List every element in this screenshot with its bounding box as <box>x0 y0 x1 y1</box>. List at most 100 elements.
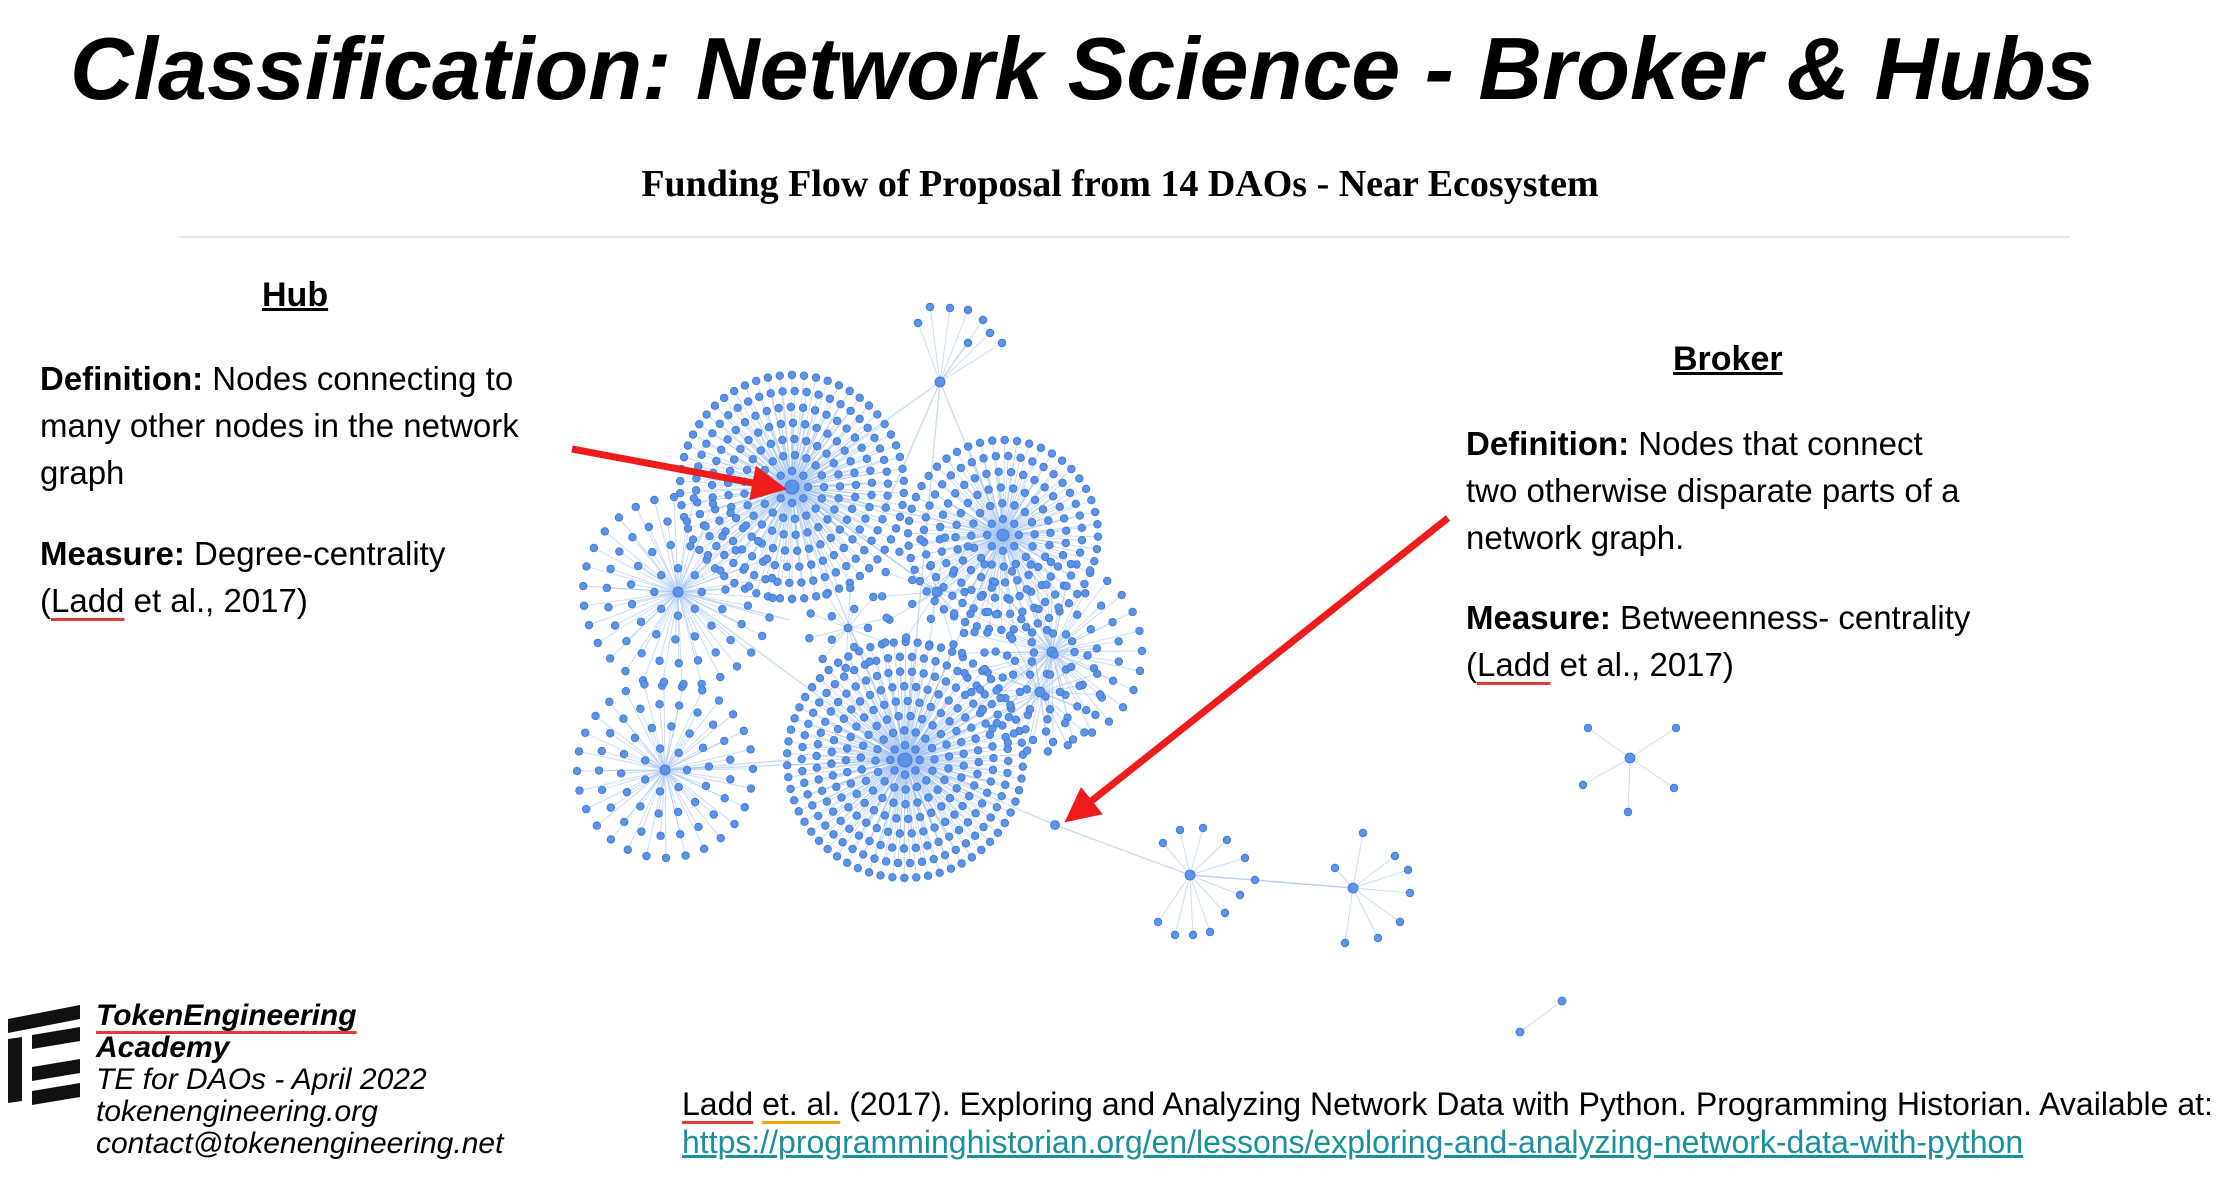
graph-node <box>880 777 889 786</box>
graph-edge <box>588 591 679 626</box>
graph-edge <box>791 486 897 529</box>
graph-node <box>1027 657 1036 666</box>
graph-edge <box>677 591 723 610</box>
graph-edge <box>677 591 703 685</box>
graph-node <box>869 592 878 602</box>
graph-node <box>876 840 885 850</box>
graph-edge <box>1627 757 1631 813</box>
graph-node <box>780 546 790 555</box>
academy-email[interactable]: contact@tokenengineering.net <box>96 1127 504 1160</box>
graph-node <box>674 783 683 792</box>
graph-node <box>746 784 756 793</box>
graph-node <box>876 686 886 695</box>
graph-node <box>839 543 848 553</box>
graph-node <box>1135 666 1145 676</box>
graph-node <box>729 455 739 464</box>
graph-node <box>715 516 724 525</box>
graph-node <box>952 726 961 736</box>
graph-node <box>672 586 684 598</box>
graph-node <box>762 406 771 416</box>
graph-node <box>1010 656 1020 666</box>
graph-edge <box>661 591 679 686</box>
graph-node <box>968 659 978 668</box>
reference-link[interactable]: https://programminghistorian.org/en/less… <box>682 1124 2024 1160</box>
graph-node <box>850 433 860 442</box>
graph-node <box>953 545 962 554</box>
graph-node <box>642 851 651 861</box>
graph-node <box>945 794 955 803</box>
graph-node <box>776 471 785 480</box>
graph-edge <box>809 627 849 639</box>
reference-citation: Ladd et. al. (2017). Exploring and Analy… <box>682 1085 2213 1123</box>
graph-node <box>708 429 717 438</box>
graph-node <box>963 338 973 348</box>
graph-node <box>764 423 774 432</box>
graph-node <box>766 439 776 449</box>
graph-node <box>765 613 774 622</box>
graph-node <box>992 718 1001 728</box>
graph-node <box>849 604 859 614</box>
graph-node <box>1008 634 1017 644</box>
graph-node <box>986 501 995 511</box>
graph-node <box>1033 562 1043 572</box>
graph-node <box>953 666 962 676</box>
graph-node <box>869 705 878 715</box>
graph-edge <box>677 585 750 593</box>
graph-node <box>843 623 853 633</box>
graph-node <box>987 583 997 592</box>
graph-node <box>958 556 968 565</box>
graph-node <box>1114 657 1124 666</box>
graph-node <box>993 828 1003 837</box>
graph-edge <box>1039 641 1073 693</box>
graph-node <box>746 745 755 754</box>
graph-node <box>743 397 753 406</box>
graph-node <box>932 462 942 471</box>
graph-node <box>690 604 699 613</box>
graph-edge <box>659 704 666 771</box>
graph-edge <box>1051 651 1093 733</box>
graph-edge <box>653 499 679 593</box>
graph-node <box>1390 851 1400 861</box>
graph-node <box>1021 725 1030 734</box>
graph-edge <box>578 750 666 771</box>
graph-node <box>640 756 650 765</box>
graph-node <box>802 454 811 463</box>
graph-node <box>716 833 725 843</box>
graph-node <box>725 466 735 476</box>
graph-node <box>930 596 939 606</box>
graph-node <box>836 816 845 825</box>
graph-node <box>883 653 893 663</box>
graph-node <box>1092 544 1102 554</box>
graph-edge <box>664 769 667 858</box>
graph-node <box>691 486 701 495</box>
graph-edge <box>1189 874 1256 881</box>
graph-node <box>1103 576 1112 586</box>
graph-node <box>1077 536 1087 545</box>
graph-node <box>1046 572 1055 581</box>
graph-node <box>822 797 832 806</box>
graph-node <box>928 766 937 775</box>
graph-node <box>823 429 832 438</box>
graph-node <box>846 732 855 742</box>
graph-node <box>798 766 807 776</box>
graph-node <box>1220 908 1230 918</box>
graph-node <box>811 373 821 382</box>
graph-node <box>940 775 949 785</box>
graph-node <box>889 798 898 807</box>
graph-node <box>1047 449 1057 458</box>
graph-edge <box>791 486 851 584</box>
graph-node <box>757 631 767 641</box>
graph-node <box>980 560 989 569</box>
graph-node <box>698 686 707 695</box>
graph-node <box>933 785 942 795</box>
graph-node <box>957 859 966 868</box>
academy-website[interactable]: tokenengineering.org <box>96 1095 378 1128</box>
graph-node <box>725 755 735 764</box>
graph-node <box>720 572 729 581</box>
graph-node <box>702 410 711 419</box>
graph-node <box>775 594 785 603</box>
graph-node <box>848 844 857 854</box>
academy-info: TokenEngineering Academy TE for DAOs - A… <box>96 1000 503 1160</box>
graph-node <box>683 524 693 533</box>
graph-node <box>805 634 814 643</box>
